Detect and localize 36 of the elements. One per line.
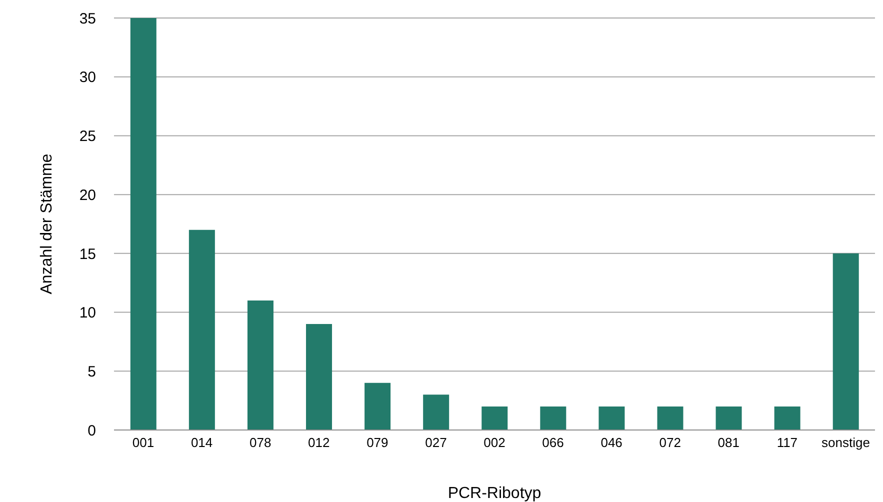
bar: [482, 406, 508, 430]
x-tick-label: 014: [190, 435, 213, 450]
bar: [364, 382, 391, 430]
y-axis-title: Anzahl der Stämme: [38, 154, 56, 294]
bar: [832, 253, 859, 430]
bar: [188, 230, 215, 430]
x-tick-label: 078: [249, 435, 272, 450]
y-tick-label: 20: [79, 186, 96, 204]
bar: [130, 18, 156, 430]
y-tick-label: 10: [79, 304, 96, 322]
bar: [247, 300, 274, 430]
y-tick-label: 35: [79, 10, 96, 28]
x-tick-label: 027: [425, 435, 447, 450]
bar: [774, 406, 800, 430]
x-tick-label: 002: [484, 435, 506, 450]
y-tick-label: 0: [88, 422, 96, 440]
x-tick-label: 046: [600, 435, 622, 450]
x-tick-label: 066: [542, 435, 564, 450]
y-tick-label: 5: [88, 363, 96, 380]
x-tick-label: 072: [659, 435, 681, 450]
x-tick-label: sonstige: [822, 435, 870, 450]
bar: [540, 406, 566, 430]
bar: [306, 324, 332, 430]
bar: [598, 406, 625, 430]
y-tick-label: 15: [79, 246, 96, 263]
y-tick-label: 30: [79, 69, 96, 86]
x-tick-label: 081: [718, 435, 740, 450]
x-tick-label: 001: [132, 435, 154, 450]
y-tick-label: 25: [79, 128, 96, 146]
x-axis-title: PCR-Ribotyp: [448, 485, 542, 502]
x-tick-label: 117: [776, 435, 798, 450]
bar: [657, 406, 684, 430]
x-tick-label: 079: [366, 435, 388, 450]
x-tick-label: 012: [308, 435, 330, 450]
bar: [716, 406, 742, 430]
bar: [423, 394, 450, 430]
